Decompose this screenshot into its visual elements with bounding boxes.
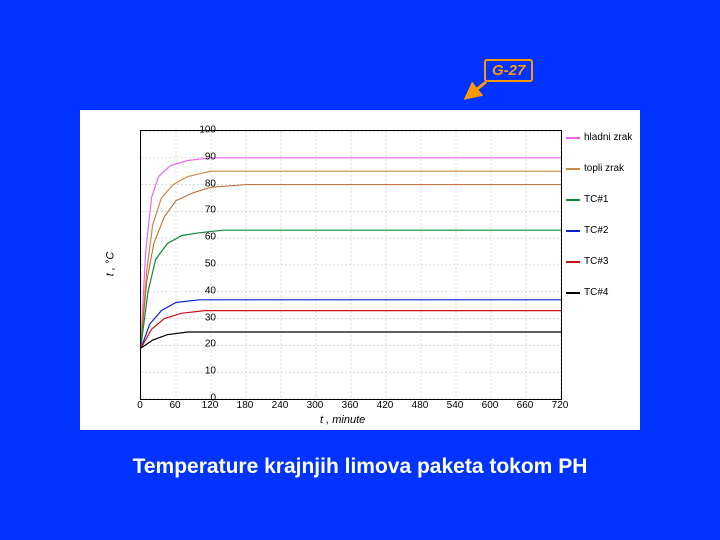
x-tick: 660 <box>517 400 534 411</box>
legend-item: topli zrak <box>566 163 636 174</box>
legend-swatch <box>566 261 580 263</box>
legend-label: topli zrak <box>584 163 624 174</box>
x-tick: 420 <box>377 400 394 411</box>
x-tick: 480 <box>412 400 429 411</box>
x-tick: 60 <box>169 400 180 411</box>
y-tick: 20 <box>186 339 216 350</box>
x-tick: 540 <box>447 400 464 411</box>
legend-item: TC#4 <box>566 287 636 298</box>
legend-swatch <box>566 168 580 170</box>
y-tick: 60 <box>186 232 216 243</box>
y-tick: 70 <box>186 205 216 216</box>
legend-label: TC#2 <box>584 225 608 236</box>
y-tick: 30 <box>186 312 216 323</box>
legend-swatch <box>566 199 580 201</box>
x-tick: 300 <box>307 400 324 411</box>
legend-swatch <box>566 292 580 294</box>
x-tick: 180 <box>237 400 254 411</box>
y-tick: 10 <box>186 366 216 377</box>
legend-label: TC#4 <box>584 287 608 298</box>
y-tick: 50 <box>186 259 216 270</box>
legend-item: TC#1 <box>566 194 636 205</box>
y-tick: 40 <box>186 285 216 296</box>
legend-item: TC#2 <box>566 225 636 236</box>
x-axis-label: t , minute <box>320 414 365 426</box>
callout-label: G-27 <box>484 59 533 82</box>
y-tick: 100 <box>186 125 216 136</box>
x-tick: 240 <box>272 400 289 411</box>
y-tick: 80 <box>186 178 216 189</box>
arrow-icon <box>462 80 488 102</box>
callout-g27: G-27 <box>484 62 533 80</box>
y-axis-label: t , °C <box>104 252 116 277</box>
y-tick: 90 <box>186 151 216 162</box>
legend-item: hladni zrak <box>566 132 636 143</box>
x-tick: 720 <box>552 400 569 411</box>
legend-swatch <box>566 137 580 139</box>
legend-label: TC#3 <box>584 256 608 267</box>
x-tick: 0 <box>137 400 143 411</box>
x-tick: 600 <box>482 400 499 411</box>
legend-label: TC#1 <box>584 194 608 205</box>
temperature-chart: t , °C t , minute 0 10 20 30 40 50 60 70 80 90 100… <box>80 110 640 430</box>
slide-caption: Temperature krajnjih limova paketa tokom… <box>0 455 720 479</box>
x-tick: 120 <box>202 400 219 411</box>
legend: hladni zrak topli zrak TC#1 TC#2 TC#3 TC#4 <box>566 132 636 318</box>
x-tick: 360 <box>342 400 359 411</box>
legend-swatch <box>566 230 580 232</box>
legend-label: hladni zrak <box>584 132 632 143</box>
legend-item: TC#3 <box>566 256 636 267</box>
